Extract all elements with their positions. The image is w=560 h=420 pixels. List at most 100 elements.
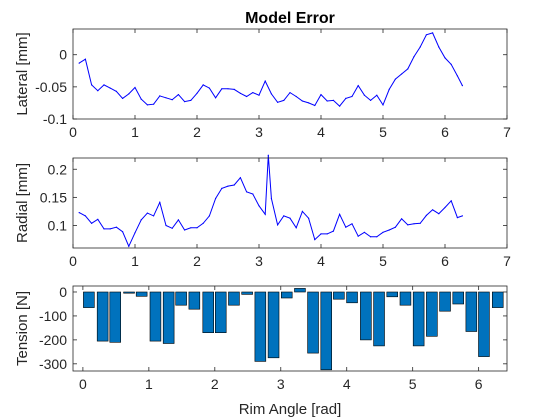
data-point bbox=[332, 230, 334, 232]
data-point bbox=[115, 90, 117, 92]
bar bbox=[465, 291, 478, 332]
data-point bbox=[171, 227, 173, 229]
data-point bbox=[283, 99, 285, 101]
x-tick-label: 3 bbox=[277, 376, 285, 392]
x-tick-label: 4 bbox=[317, 124, 325, 140]
data-point bbox=[202, 84, 204, 86]
data-point bbox=[196, 92, 198, 94]
bar bbox=[241, 291, 253, 295]
data-point bbox=[461, 85, 463, 87]
data-point bbox=[314, 104, 316, 107]
y-tick-label: -200 bbox=[39, 332, 67, 348]
data-point bbox=[165, 97, 167, 99]
x-tick-label: 2 bbox=[193, 253, 201, 269]
data-point bbox=[246, 95, 248, 98]
data-point bbox=[295, 227, 297, 229]
data-point bbox=[78, 62, 80, 64]
bar bbox=[280, 291, 293, 299]
data-point bbox=[407, 224, 409, 226]
x-tick-label: 0 bbox=[69, 124, 77, 140]
data-point bbox=[134, 232, 136, 234]
bar bbox=[135, 291, 148, 297]
data-point bbox=[277, 101, 279, 103]
x-tick-label: 1 bbox=[131, 124, 139, 140]
data-point bbox=[227, 185, 229, 187]
plot-area bbox=[73, 158, 507, 248]
axes-box bbox=[72, 285, 508, 372]
data-point bbox=[84, 215, 86, 217]
data-point bbox=[202, 222, 204, 224]
x-tick-label: 5 bbox=[409, 376, 417, 392]
y-tick-label: 0 bbox=[59, 47, 67, 63]
data-point bbox=[444, 57, 446, 59]
data-point bbox=[177, 219, 179, 221]
bar bbox=[149, 291, 162, 342]
data-point bbox=[425, 214, 427, 216]
data-point bbox=[109, 87, 111, 89]
data-point bbox=[264, 213, 266, 215]
data-point bbox=[270, 93, 272, 95]
data-point bbox=[370, 236, 372, 238]
data-point bbox=[401, 73, 403, 75]
y-tick-label: -0.1 bbox=[43, 111, 67, 127]
data-point bbox=[394, 226, 396, 228]
data-point bbox=[196, 227, 198, 229]
bar bbox=[188, 291, 201, 310]
data-point bbox=[159, 95, 161, 97]
x-tick-label: 3 bbox=[255, 124, 263, 140]
data-point bbox=[91, 222, 93, 224]
data-point bbox=[277, 224, 279, 226]
data-point bbox=[134, 86, 136, 89]
x-tick-label: 1 bbox=[145, 376, 153, 392]
data-point bbox=[357, 85, 359, 87]
data-point bbox=[159, 201, 161, 203]
data-point bbox=[97, 90, 99, 92]
data-point bbox=[153, 103, 155, 105]
data-point bbox=[258, 205, 260, 207]
data-point bbox=[401, 218, 403, 220]
x-axis-label: Rim Angle [rad] bbox=[239, 401, 342, 418]
data-point bbox=[357, 235, 359, 237]
bar bbox=[333, 291, 345, 300]
data-point bbox=[190, 227, 192, 229]
data-point bbox=[450, 200, 452, 202]
x-tick-label: 7 bbox=[503, 253, 511, 269]
data-point bbox=[184, 229, 186, 231]
bar bbox=[320, 291, 332, 371]
bar bbox=[175, 291, 187, 306]
data-point bbox=[308, 102, 310, 104]
x-tick-label: 0 bbox=[79, 376, 87, 392]
axes-box bbox=[72, 157, 508, 249]
plot-area bbox=[73, 29, 507, 119]
data-point bbox=[221, 88, 223, 90]
data-point bbox=[407, 68, 409, 70]
x-tick-label: 1 bbox=[131, 253, 139, 269]
data-point bbox=[227, 88, 229, 90]
axes-box bbox=[72, 28, 508, 120]
data-point bbox=[146, 104, 148, 106]
data-point bbox=[208, 215, 210, 217]
data-point bbox=[345, 226, 347, 228]
data-point bbox=[252, 193, 254, 195]
data-point bbox=[91, 84, 93, 86]
data-point bbox=[122, 231, 124, 233]
x-tick-label: 0 bbox=[69, 253, 77, 269]
data-point bbox=[295, 95, 297, 98]
bar bbox=[491, 291, 504, 308]
data-point bbox=[140, 98, 142, 100]
data-point bbox=[283, 215, 285, 217]
data-point bbox=[264, 80, 266, 82]
y-tick-label: -100 bbox=[39, 308, 67, 324]
data-point bbox=[413, 223, 415, 225]
data-point bbox=[326, 233, 328, 235]
data-point bbox=[320, 233, 322, 235]
data-point bbox=[239, 92, 241, 94]
data-point bbox=[165, 224, 167, 227]
data-point bbox=[370, 99, 372, 101]
data-point bbox=[289, 217, 291, 219]
data-point bbox=[215, 197, 217, 200]
bar bbox=[373, 291, 385, 347]
bar bbox=[399, 291, 412, 306]
bar bbox=[228, 291, 240, 306]
